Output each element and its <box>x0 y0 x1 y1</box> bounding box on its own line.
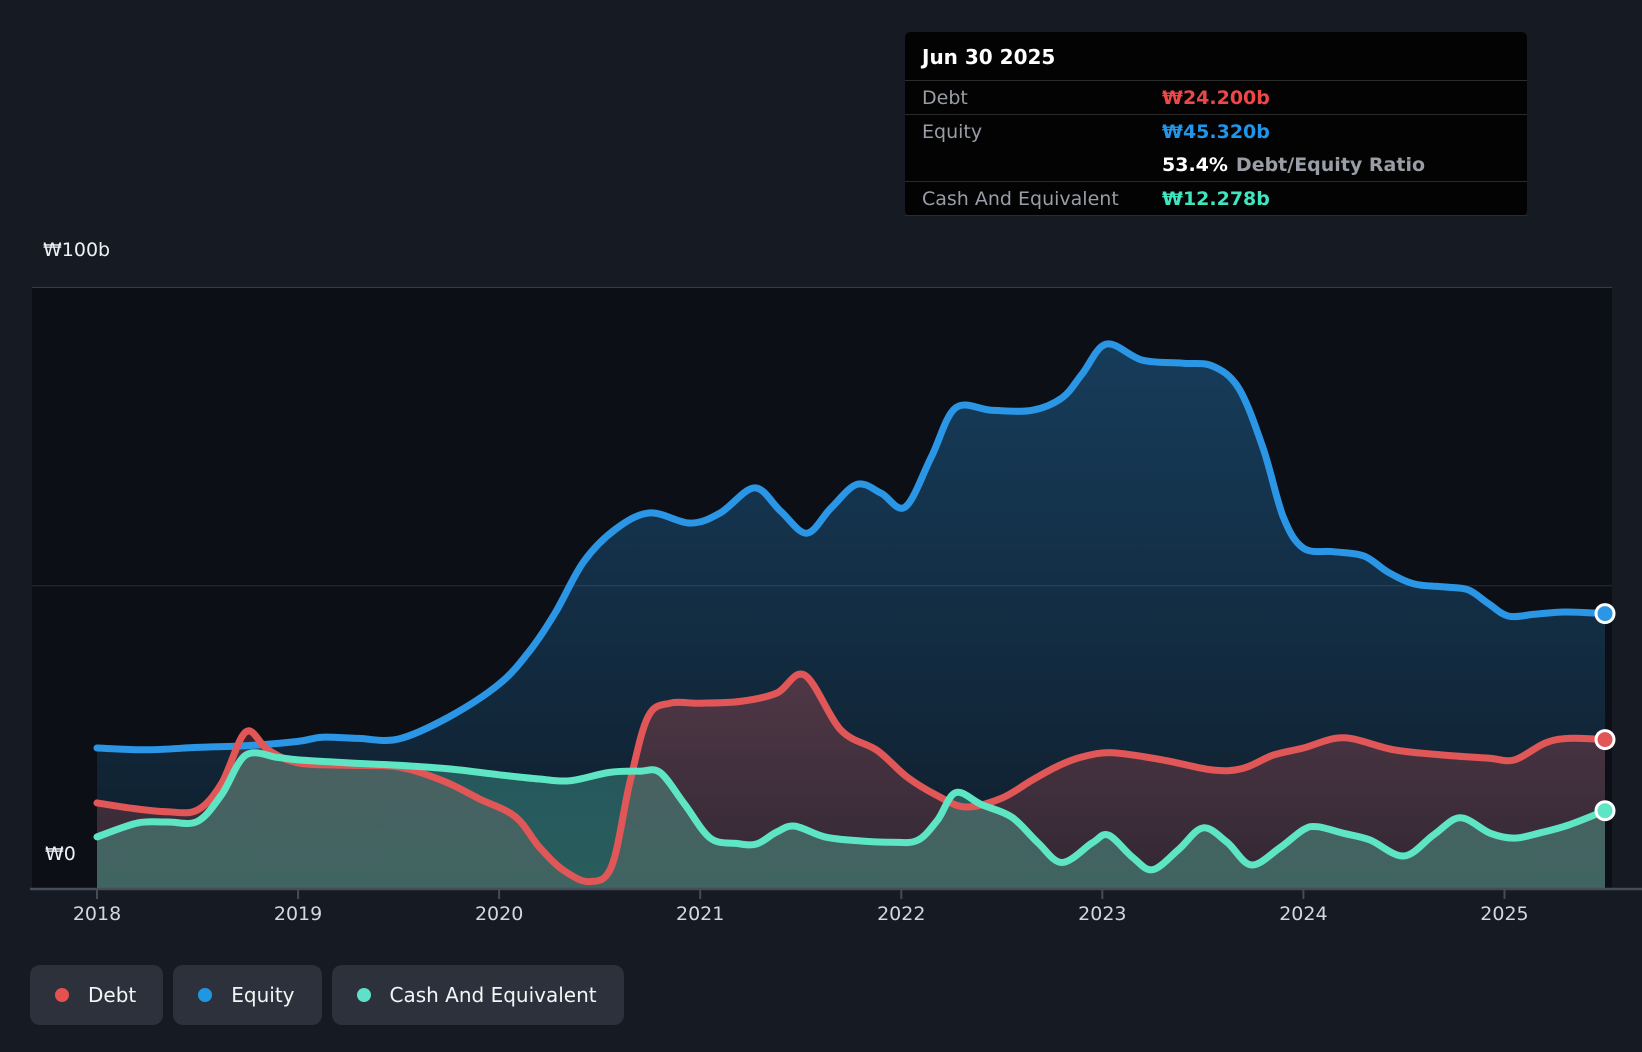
tooltip-ratio-label: Debt/Equity Ratio <box>1235 153 1426 176</box>
tooltip-cash-row: Cash And Equivalent ₩12.278b <box>905 182 1527 216</box>
tooltip-equity-value: ₩45.320b <box>1162 120 1270 143</box>
legend-item-label: Equity <box>231 983 295 1007</box>
tooltip-ratio-row: 53.4% Debt/Equity Ratio <box>905 148 1527 182</box>
tooltip-ratio-value: 53.4% <box>1162 153 1228 176</box>
tooltip-cash-value: ₩12.278b <box>1162 187 1270 210</box>
cash-and-equivalent-line <box>93 749 1609 874</box>
x-axis-label-2023: 2023 <box>1078 903 1127 925</box>
equity-end-marker <box>1594 603 1616 625</box>
cash-legend-dot-icon <box>356 988 371 1002</box>
tooltip-cash-label: Cash And Equivalent <box>922 187 1119 210</box>
tooltip-equity-label: Equity <box>922 120 983 143</box>
cash-and-equivalent-area <box>97 752 1605 889</box>
equity-legend-dot-icon <box>198 988 213 1002</box>
debt-end-marker <box>1594 729 1616 751</box>
x-axis-label-2022: 2022 <box>877 903 926 925</box>
tooltip-equity-row: Equity ₩45.320b <box>905 115 1527 148</box>
legend-item-equity[interactable]: Equity <box>173 965 322 1025</box>
x-axis-label-2024: 2024 <box>1279 903 1328 925</box>
debt-legend-dot-icon <box>55 988 69 1002</box>
y-axis-label-max: ₩100b <box>43 239 111 261</box>
x-axis-label-2018: 2018 <box>72 903 122 925</box>
cash-and-equivalent-end-marker <box>1594 800 1616 822</box>
series-end-markers <box>1594 603 1616 822</box>
tooltip-debt-value: ₩24.200b <box>1162 86 1270 109</box>
chart-legend: Debt Equity Cash And Equivalent <box>30 965 624 1025</box>
equity-line <box>93 340 1609 754</box>
legend-item-debt[interactable]: Debt <box>30 965 164 1025</box>
equity-area <box>97 343 1605 889</box>
tooltip-date: Jun 30 2025 <box>905 32 1527 81</box>
series-areas <box>97 343 1605 889</box>
x-axis-label-2025: 2025 <box>1480 903 1529 925</box>
x-axis-label-2019: 2019 <box>273 903 323 925</box>
tooltip-debt-row: Debt ₩24.200b <box>905 81 1527 115</box>
legend-item-label: Cash And Equivalent <box>389 983 597 1007</box>
tooltip-debt-label: Debt <box>922 86 968 109</box>
chart-tooltip: Jun 30 2025 Debt ₩24.200b Equity ₩45.320… <box>905 32 1527 216</box>
x-axis-label-2020: 2020 <box>474 903 524 925</box>
y-axis-label-zero: ₩0 <box>45 843 76 865</box>
legend-item-cash[interactable]: Cash And Equivalent <box>331 965 624 1025</box>
series-lines <box>93 340 1609 886</box>
x-axis-label-2021: 2021 <box>676 903 725 925</box>
legend-item-label: Debt <box>88 983 137 1007</box>
x-axis <box>30 887 1642 899</box>
